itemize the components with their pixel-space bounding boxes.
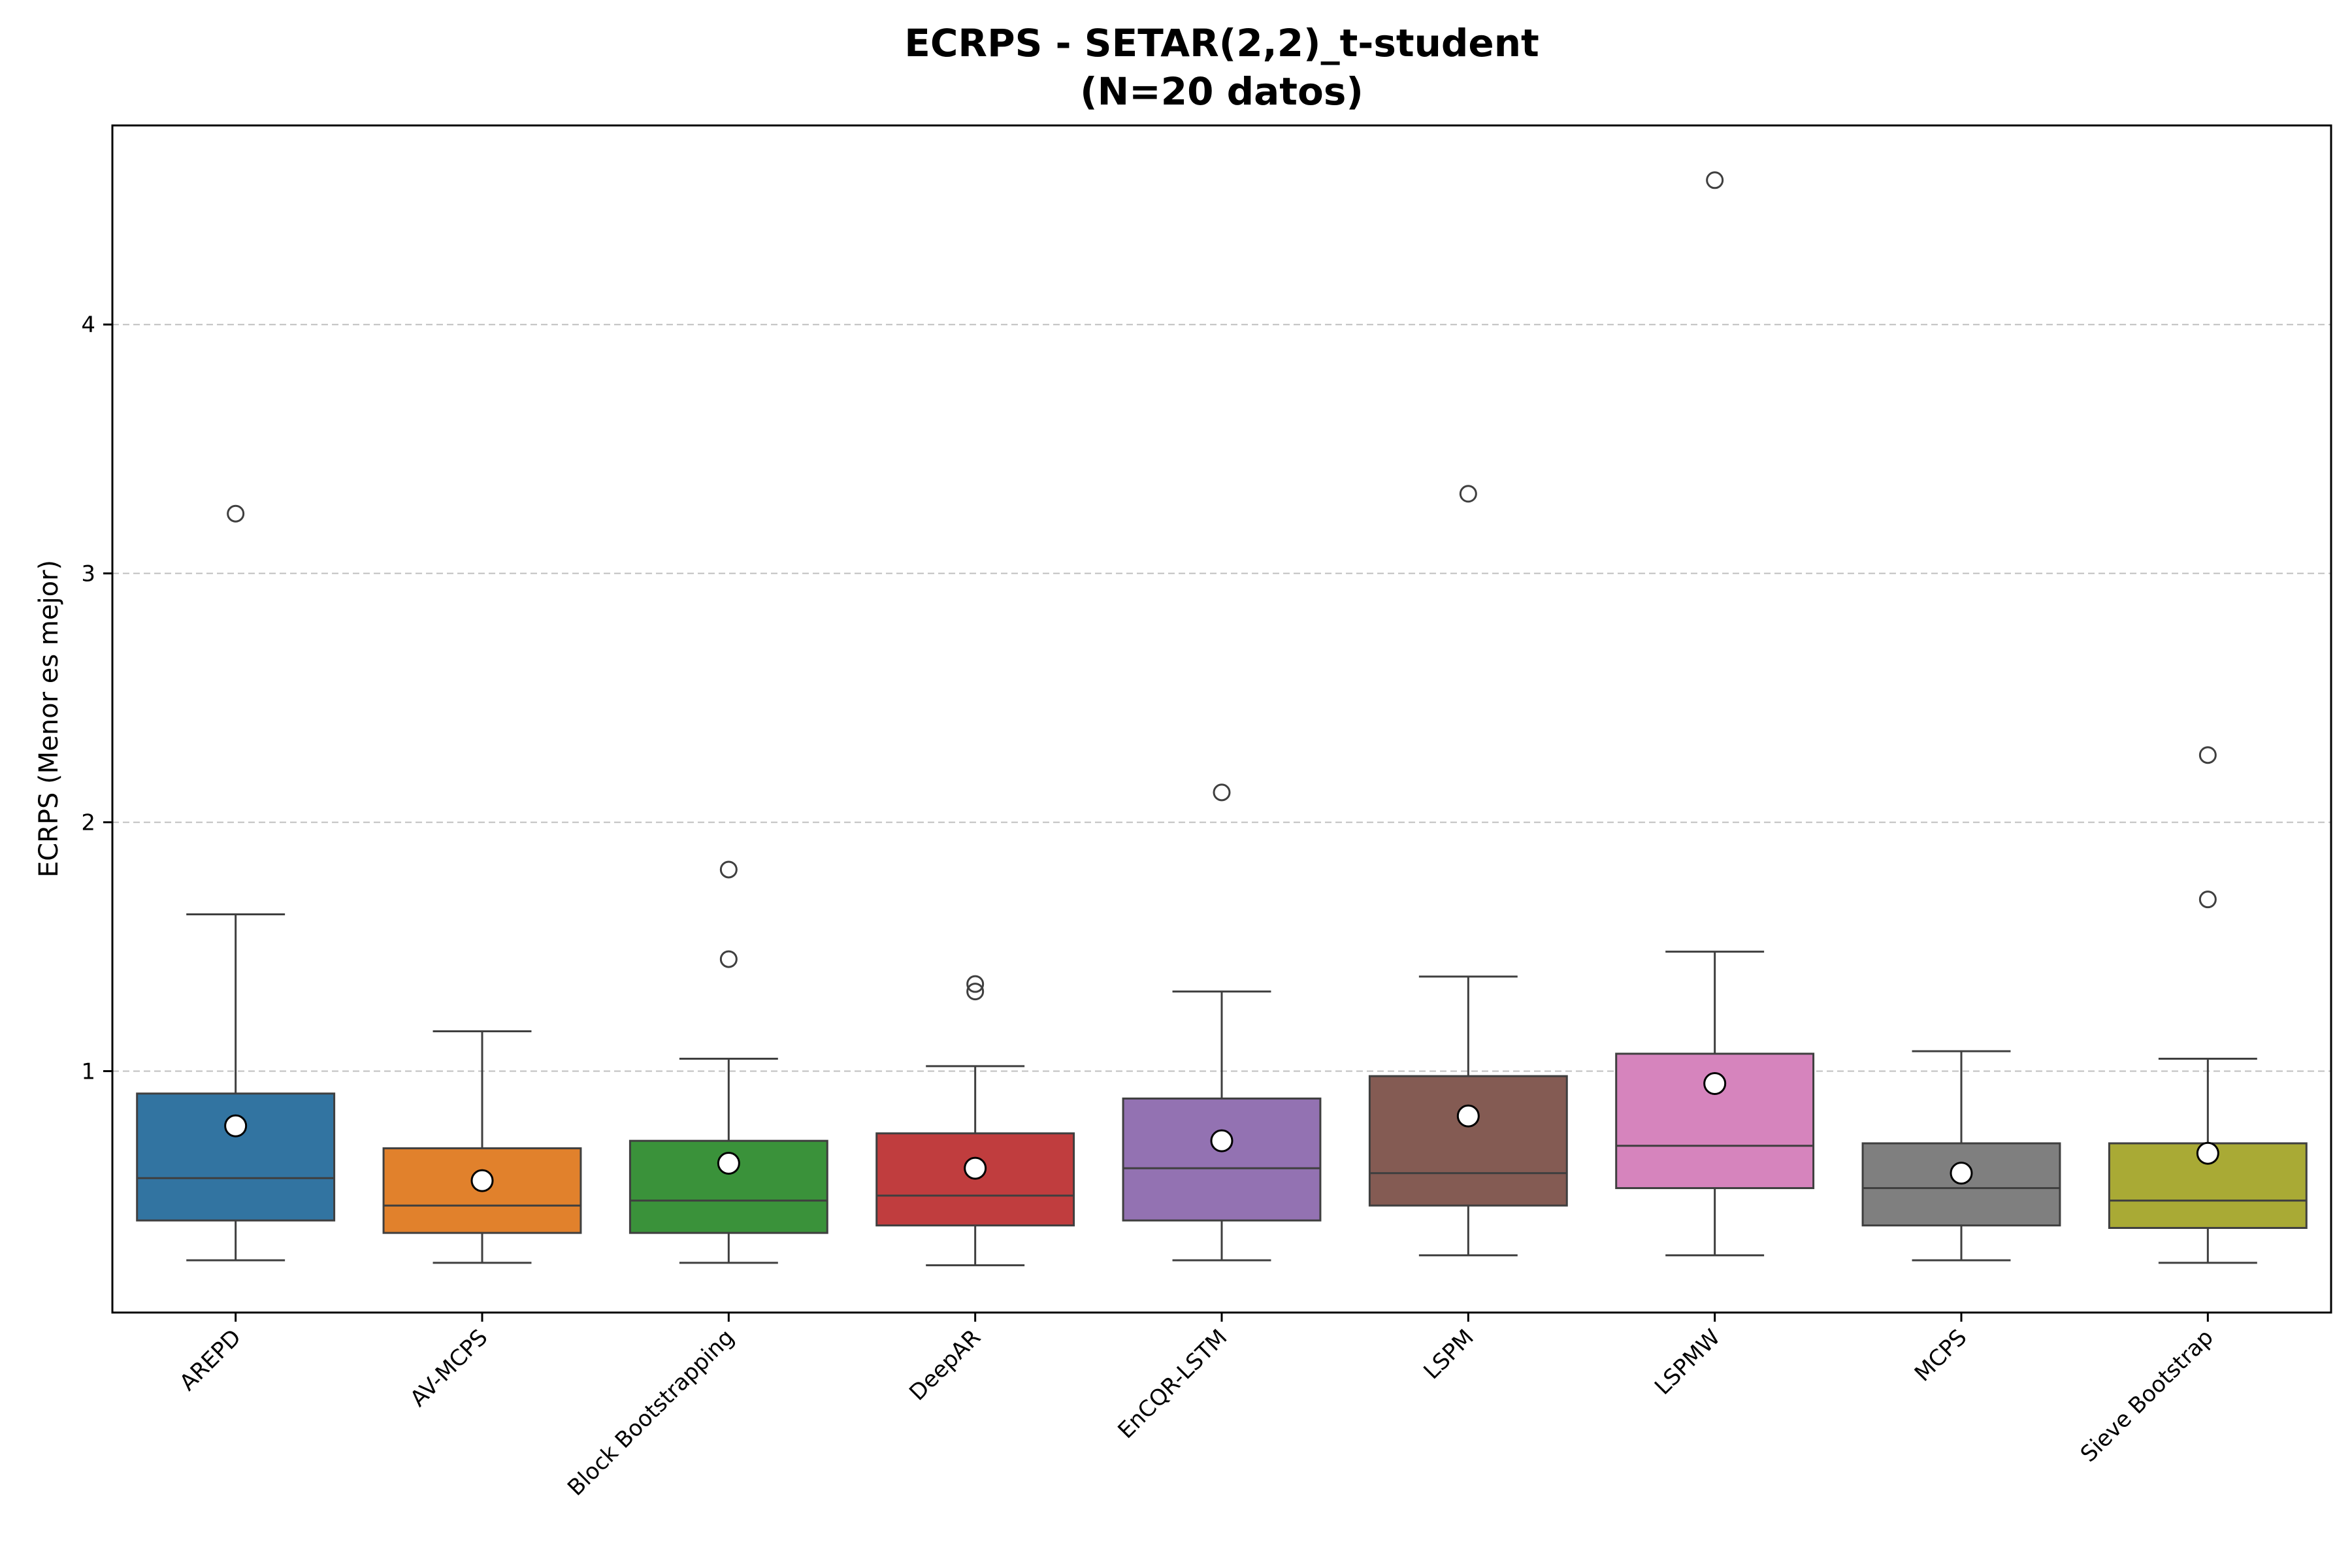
outlier-point bbox=[719, 950, 738, 968]
outlier-point bbox=[2198, 890, 2217, 909]
y-gridlines bbox=[112, 323, 2331, 1072]
outlier-point bbox=[966, 975, 985, 993]
x-tick-label: LSPM bbox=[1419, 1324, 1479, 1384]
outlier-point bbox=[227, 504, 245, 523]
x-axis: AREPD AV-MCPS Block Bootstrapping DeepAR EnC… bbox=[174, 1313, 2219, 1501]
y-tick-label: 3 bbox=[81, 561, 95, 587]
outlier-point bbox=[966, 983, 985, 1001]
box-deepar bbox=[875, 975, 1075, 1267]
x-tick-label: Sieve Bootstrap bbox=[2076, 1324, 2219, 1467]
box-encqr-lstm bbox=[1122, 783, 1322, 1262]
x-tick-label: AV-MCPS bbox=[405, 1324, 493, 1412]
chart-title-line-1: ECRPS - SETAR(2,2)_t-student bbox=[904, 21, 1539, 65]
box-series bbox=[136, 171, 2308, 1267]
outlier-point bbox=[1213, 783, 1231, 802]
x-tick-label: AREPD bbox=[174, 1324, 246, 1396]
mean-marker bbox=[964, 1156, 987, 1180]
box-block-bootstrapping bbox=[629, 860, 828, 1264]
box-av-mcps bbox=[382, 1030, 582, 1264]
y-tick-label: 4 bbox=[81, 312, 95, 338]
y-tick-label: 2 bbox=[81, 810, 95, 836]
iqr-box bbox=[1368, 1075, 1568, 1207]
y-axis-label: ECRPS (Menor es mejor) bbox=[34, 560, 64, 877]
x-tick-label: LSPMW bbox=[1650, 1324, 1725, 1400]
x-tick-label: Block Bootstrapping bbox=[563, 1324, 740, 1501]
mean-marker bbox=[1950, 1162, 1973, 1185]
outlier-point bbox=[719, 860, 738, 879]
iqr-box bbox=[875, 1132, 1075, 1227]
outlier-point bbox=[1459, 485, 1477, 503]
mean-marker bbox=[1703, 1072, 1727, 1096]
y-tick-label: 1 bbox=[81, 1059, 95, 1085]
box-lspm bbox=[1368, 485, 1568, 1256]
x-tick-label: MCPS bbox=[1910, 1324, 1972, 1387]
iqr-box bbox=[629, 1139, 828, 1234]
box-lspmw bbox=[1615, 171, 1815, 1256]
x-tick-label: EnCQR-LSTM bbox=[1113, 1324, 1232, 1444]
outlier-point bbox=[1706, 171, 1724, 189]
mean-marker bbox=[1456, 1104, 1480, 1128]
y-axis: 1 2 3 4 bbox=[81, 312, 112, 1085]
mean-marker bbox=[470, 1169, 494, 1192]
iqr-box bbox=[1122, 1097, 1322, 1222]
outlier-point bbox=[2198, 746, 2217, 764]
chart-title-line-2: (N=20 datos) bbox=[1080, 69, 1364, 114]
mean-marker bbox=[717, 1151, 740, 1175]
box-mcps bbox=[1861, 1050, 2061, 1262]
box-arepd bbox=[136, 504, 336, 1262]
box-sieve-bootstrap bbox=[2108, 746, 2308, 1264]
mean-marker bbox=[2196, 1141, 2219, 1165]
x-tick-label: DeepAR bbox=[904, 1324, 986, 1406]
iqr-box bbox=[136, 1092, 336, 1222]
mean-marker bbox=[224, 1114, 248, 1137]
mean-marker bbox=[1210, 1129, 1233, 1152]
